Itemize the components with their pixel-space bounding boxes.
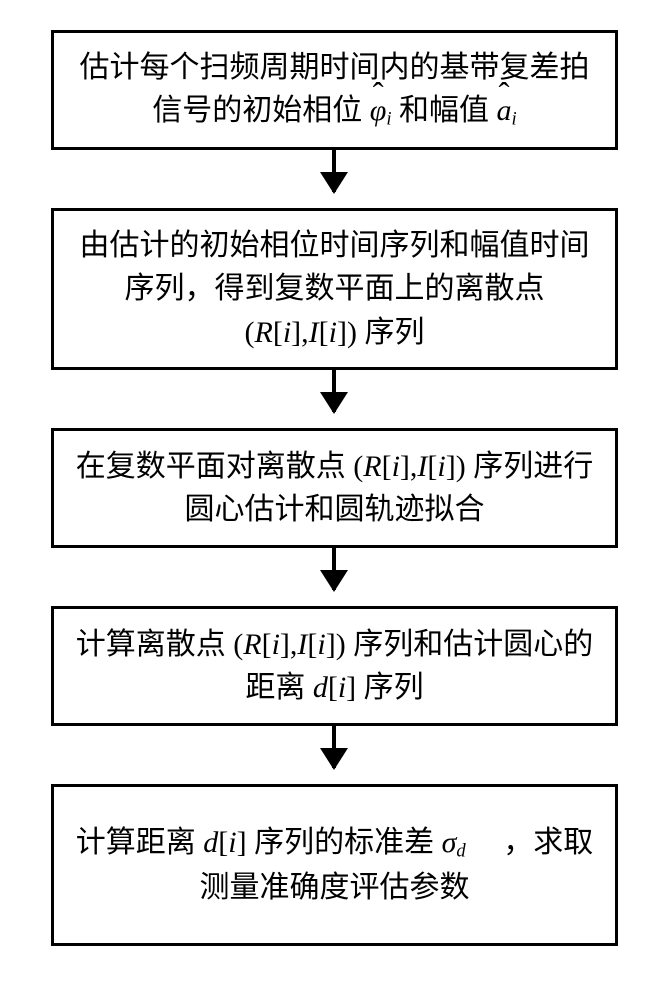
node-5-text-mid: 序列的标准差 [254, 826, 434, 859]
node-5-text-pre: 计算距离 [76, 826, 196, 859]
flow-node-2: 由估计的初始相位时间序列和幅值时间序列，得到复数平面上的离散点 (R[i],I[… [51, 208, 618, 370]
node-2-R: R [254, 316, 272, 349]
arrow-4-5 [332, 726, 336, 768]
node-2-text-post: 序列 [365, 316, 425, 349]
node-4-text-pre: 计算离散点 [76, 628, 226, 661]
flow-node-1: 估计每个扫频周期时间内的基带复差拍信号的初始相位 φi 和幅值 ai [51, 30, 618, 150]
node-3-text-pre: 在复数平面对离散点 [76, 450, 346, 483]
node-5-sigma-sub: d [456, 841, 465, 862]
node-5-di: i [228, 826, 236, 859]
node-4-d: d [313, 671, 328, 704]
node-1-a-hat: a [497, 89, 512, 133]
arrow-2-3 [332, 370, 336, 412]
node-1-phi-hat: φ [370, 89, 387, 133]
node-4-di: i [338, 671, 346, 704]
node-5-sigma: σ [442, 826, 457, 859]
node-1-a-sub: i [512, 109, 517, 130]
node-3-R: R [363, 450, 381, 483]
node-1-phi-sub: i [386, 109, 391, 130]
arrow-1-2 [332, 150, 336, 192]
node-4-Ri: i [272, 628, 280, 661]
node-4-Ii: i [317, 628, 325, 661]
node-3-I: I [417, 450, 427, 483]
node-2-Ii: i [329, 316, 337, 349]
node-5-d: d [203, 826, 218, 859]
node-3-Ri: i [392, 450, 400, 483]
flow-node-4: 计算离散点 (R[i],I[i]) 序列和估计圆心的距离 d[i] 序列 [51, 606, 618, 726]
node-2-text-pre: 由估计的初始相位时间序列和幅值时间序列，得到复数平面上的离散点 [80, 229, 590, 306]
node-4-R: R [243, 628, 261, 661]
arrow-3-4 [332, 548, 336, 590]
node-2-Ri: i [283, 316, 291, 349]
node-4-text-post: 序列 [364, 671, 424, 704]
flow-node-3: 在复数平面对离散点 (R[i],I[i]) 序列进行圆心估计和圆轨迹拟合 [51, 428, 618, 548]
flowchart-canvas: 估计每个扫频周期时间内的基带复差拍信号的初始相位 φi 和幅值 ai 由估计的初… [0, 0, 667, 1000]
flow-node-5: 计算距离 d[i] 序列的标准差 σd ，求取测量准确度评估参数 [51, 784, 618, 946]
node-4-I: I [297, 628, 307, 661]
node-3-Ii: i [437, 450, 445, 483]
node-1-text-mid: 和幅值 [399, 94, 489, 127]
node-2-I: I [309, 316, 319, 349]
